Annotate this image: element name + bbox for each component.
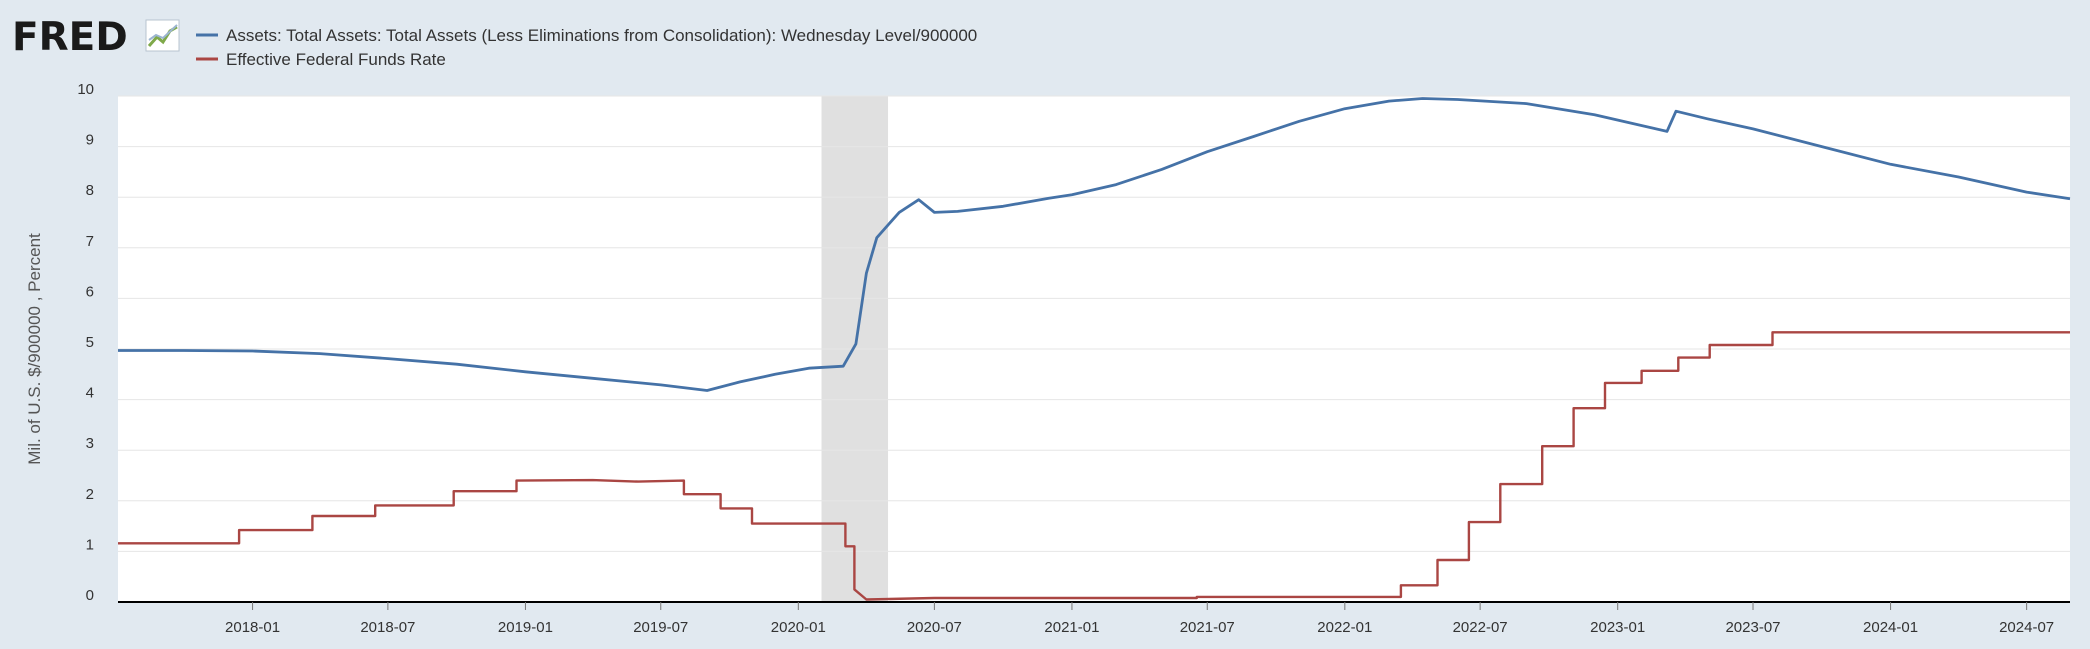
y-tick-label: 5 <box>86 334 94 351</box>
legend-label[interactable]: Effective Federal Funds Rate <box>226 50 446 69</box>
y-tick-label: 9 <box>86 132 94 149</box>
y-axis-tick-labels: 0 1 2 3 4 5 6 7 8 9 10 <box>77 81 94 604</box>
y-tick-label: 3 <box>86 435 94 452</box>
y-tick-label: 4 <box>86 385 94 402</box>
fred-logo-text: FRED <box>12 15 128 60</box>
x-tick-label: 2022-01 <box>1317 619 1372 636</box>
y-tick-label: 2 <box>86 486 94 503</box>
gridlines <box>118 95 2070 552</box>
x-axis-tick-labels: 2018-01 2018-07 2019-01 2019-07 2020-01 2020-… <box>225 602 2054 636</box>
legend-label[interactable]: Assets: Total Assets: Total Assets (Less… <box>226 26 977 45</box>
fred-logo[interactable]: FRED <box>12 15 180 60</box>
x-tick-label: 2019-01 <box>498 619 553 636</box>
x-tick-label: 2018-07 <box>360 619 415 636</box>
x-tick-label: 2022-07 <box>1453 619 1508 636</box>
legend: Assets: Total Assets: Total Assets (Less… <box>196 26 977 69</box>
x-tick-label: 2023-07 <box>1725 619 1780 636</box>
y-tick-label: 0 <box>86 587 94 604</box>
y-tick-label: 6 <box>86 283 94 300</box>
series-line-1 <box>118 97 2071 392</box>
x-tick-label: 2024-07 <box>1999 619 2054 636</box>
y-tick-label: 7 <box>86 233 94 250</box>
x-tick-label: 2020-01 <box>771 619 826 636</box>
y-tick-label: 1 <box>86 536 94 553</box>
x-tick-label: 2021-01 <box>1044 619 1099 636</box>
x-tick-label: 2023-01 <box>1590 619 1645 636</box>
fred-line-chart-icon <box>145 19 180 52</box>
x-tick-label: 2024-01 <box>1863 619 1918 636</box>
y-axis-label: Mil. of U.S. $/900000 , Percent <box>25 233 44 465</box>
x-tick-label: 2018-01 <box>225 619 280 636</box>
series-line-2 <box>118 331 2070 601</box>
x-tick-label: 2020-07 <box>907 619 962 636</box>
y-tick-label: 8 <box>86 182 94 199</box>
x-tick-label: 2021-07 <box>1180 619 1235 636</box>
y-tick-label: 10 <box>77 81 94 98</box>
x-tick-label: 2019-07 <box>633 619 688 636</box>
series-layer <box>118 97 2071 601</box>
